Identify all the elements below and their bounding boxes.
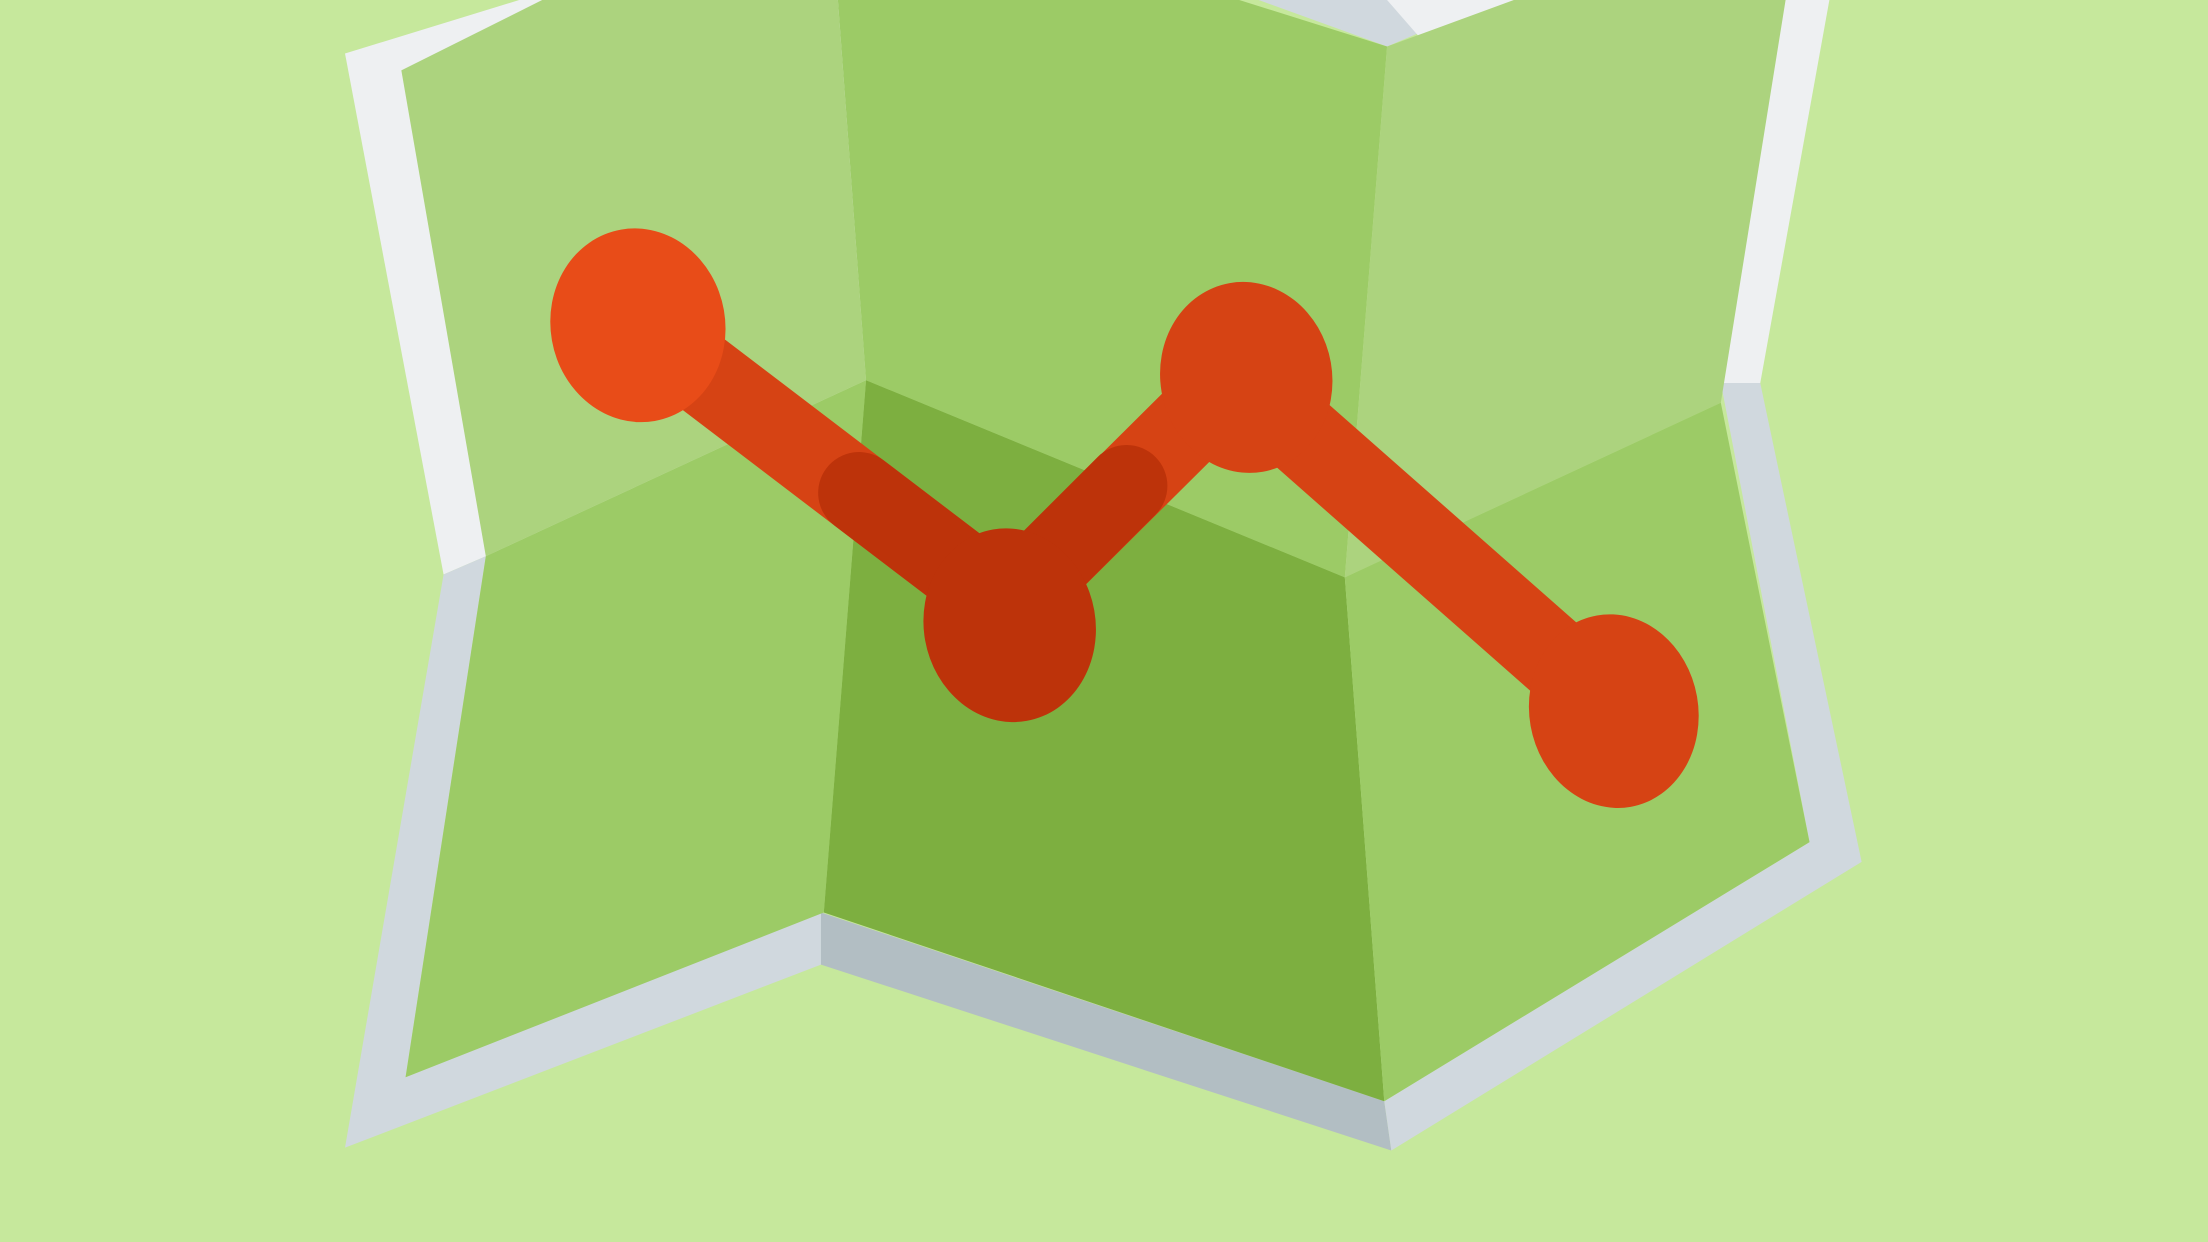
waypoint-start [550,228,726,423]
map-border-bottom-middle [820,912,1392,1151]
waypoint-end [1528,614,1699,808]
waypoint-low [923,528,1096,723]
panel-bottom-left [405,380,867,1078]
map-panels [401,0,1810,1102]
waypoint-peak [1160,281,1333,473]
panel-top-right [1344,0,1786,578]
map-border-bottom-left [345,556,821,1148]
route-waypoints [550,228,1699,808]
map [345,0,1862,1151]
map-border-bottom-right [1384,383,1862,1151]
